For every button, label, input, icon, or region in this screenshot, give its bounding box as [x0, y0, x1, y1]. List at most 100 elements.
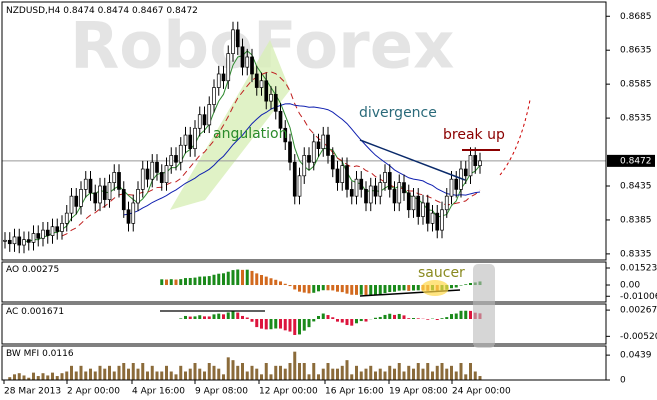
candle [463, 168, 468, 177]
y-tick-label: 0.8685 [620, 12, 652, 22]
histogram-bar [174, 279, 178, 286]
histogram-bar [179, 279, 183, 286]
histogram-bar [345, 360, 349, 380]
histogram-bar [359, 319, 363, 322]
histogram-bar [340, 319, 344, 323]
candle [102, 185, 107, 200]
histogram-bar [141, 363, 145, 380]
histogram-bar [340, 285, 344, 293]
candle [406, 192, 411, 211]
y-tick-label: 0 [620, 376, 626, 386]
x-tick-label: 9 Apr 08:00 [195, 387, 248, 397]
annotation: saucer [418, 265, 465, 281]
histogram-bar [279, 365, 282, 380]
candle [269, 93, 273, 102]
candle [50, 226, 55, 236]
histogram-bar [402, 285, 406, 291]
candle [197, 114, 202, 129]
histogram-bar [27, 377, 31, 380]
histogram-bar [207, 276, 211, 286]
histogram-bar [393, 314, 396, 319]
histogram-bar [469, 282, 472, 286]
histogram-bar [65, 371, 69, 380]
histogram-bar [226, 312, 230, 319]
histogram-bar [217, 313, 221, 319]
histogram-bar [79, 365, 83, 380]
candle [435, 212, 440, 231]
candle [174, 155, 178, 163]
histogram-bar [416, 363, 420, 380]
histogram-bar [336, 285, 339, 292]
candle [321, 134, 326, 150]
histogram-bar [445, 368, 449, 380]
candle [207, 104, 212, 126]
histogram-bar [416, 285, 420, 291]
candle [69, 195, 74, 214]
histogram-bar [60, 373, 64, 380]
candle [444, 195, 449, 211]
candle [264, 80, 269, 102]
histogram-bar [8, 377, 12, 380]
candle [22, 239, 26, 246]
histogram-bar [326, 285, 330, 291]
histogram-bar [407, 318, 411, 319]
candle [216, 73, 221, 88]
histogram-bar [378, 316, 382, 319]
histogram-bar [407, 365, 411, 380]
histogram-bar [108, 365, 111, 380]
histogram-bar [245, 371, 249, 380]
header: NZDUSD,H4 0.8474 0.8474 0.8467 0.8472 [6, 6, 198, 16]
histogram-bar [459, 363, 463, 380]
y-tick-label: 0.0439 [620, 351, 652, 361]
histogram-bar [469, 310, 472, 319]
candle [373, 185, 378, 197]
histogram-bar [293, 285, 297, 290]
candle [188, 134, 193, 150]
histogram-bar [378, 285, 382, 295]
candle [136, 189, 140, 204]
histogram-bar [236, 269, 240, 286]
histogram-bar [412, 285, 415, 291]
candle [36, 233, 41, 239]
histogram-bar [207, 363, 211, 380]
candle [221, 73, 226, 82]
candle [283, 127, 288, 143]
candle [155, 161, 159, 173]
histogram-bar [478, 376, 482, 380]
histogram-bar [426, 319, 430, 320]
histogram-bar [374, 285, 377, 295]
candle [164, 165, 169, 183]
histogram-bar [32, 372, 35, 380]
name: AC [6, 307, 18, 317]
histogram-bar [131, 363, 135, 380]
candle [159, 172, 164, 183]
candle [259, 80, 264, 88]
histogram-bar [193, 277, 197, 286]
highlight [473, 264, 495, 348]
histogram-bar [193, 316, 197, 319]
value: 0.001671 [21, 307, 64, 317]
high: 0.8474 [98, 6, 130, 16]
histogram-bar [207, 316, 211, 319]
histogram-bar [459, 310, 463, 319]
candle [64, 212, 69, 224]
histogram-bar [364, 285, 368, 296]
panel-frame [1, 261, 607, 303]
histogram-bar [426, 363, 430, 380]
histogram-bar [122, 363, 126, 380]
open: 0.8474 [63, 6, 95, 16]
histogram-bar [435, 319, 439, 321]
candle [340, 165, 345, 183]
current-price-label: 0.8472 [620, 156, 652, 166]
candle [473, 155, 478, 166]
histogram-bar [269, 374, 273, 380]
histogram-bar [321, 368, 325, 380]
value: 0.0116 [42, 349, 74, 359]
histogram-bar [331, 317, 335, 319]
trend-line [359, 139, 466, 181]
histogram-bar [407, 285, 411, 291]
histogram-bar [51, 372, 54, 380]
forecast [499, 99, 531, 176]
candle [468, 155, 473, 177]
symbol: NZDUSD,H4 [6, 6, 61, 16]
